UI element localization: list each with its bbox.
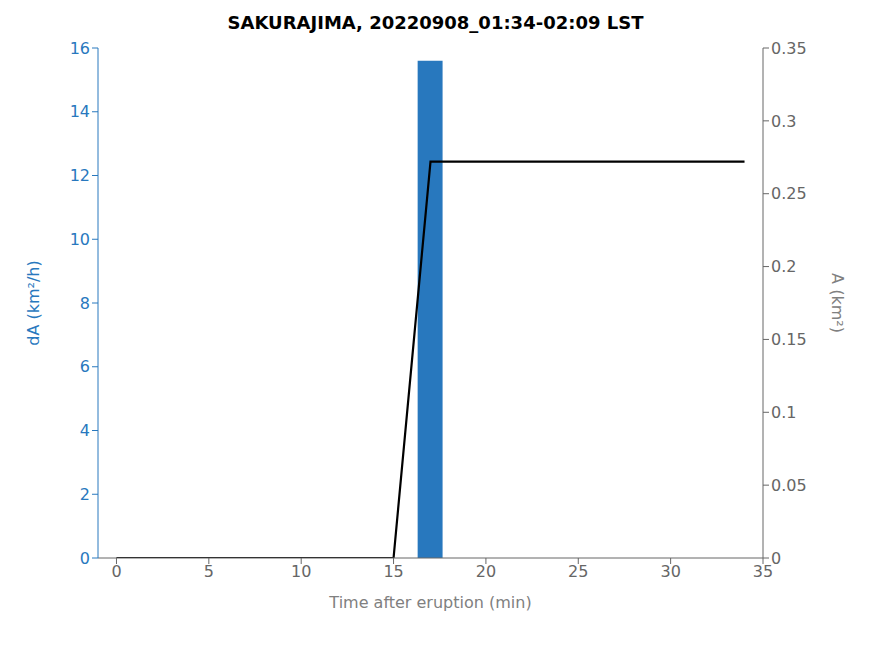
svg-text:0: 0 <box>771 549 781 568</box>
svg-text:20: 20 <box>476 562 496 581</box>
svg-text:Time after eruption (min): Time after eruption (min) <box>328 593 531 612</box>
svg-text:A (km²): A (km²) <box>828 273 847 333</box>
svg-text:4: 4 <box>80 421 90 440</box>
svg-text:0.15: 0.15 <box>771 330 807 349</box>
svg-text:30: 30 <box>660 562 680 581</box>
svg-text:0.35: 0.35 <box>771 39 807 58</box>
svg-text:2: 2 <box>80 485 90 504</box>
svg-text:0: 0 <box>111 562 121 581</box>
svg-text:0.05: 0.05 <box>771 476 807 495</box>
svg-text:10: 10 <box>70 230 90 249</box>
svg-text:0.1: 0.1 <box>771 403 796 422</box>
svg-text:8: 8 <box>80 294 90 313</box>
svg-text:6: 6 <box>80 357 90 376</box>
svg-text:0.2: 0.2 <box>771 257 796 276</box>
svg-text:0.3: 0.3 <box>771 112 796 131</box>
svg-text:25: 25 <box>568 562 588 581</box>
html-text:SAKURAJIMA, 20220908_01:34-02:: SAKURAJIMA, 20220908_01:34-02:09 LST <box>227 12 644 33</box>
svg-text:12: 12 <box>70 166 90 185</box>
svg-text:15: 15 <box>383 562 403 581</box>
svg-text:dA (km²/h): dA (km²/h) <box>24 260 43 345</box>
svg-text:35: 35 <box>752 562 774 582</box>
svg-text:5: 5 <box>204 562 214 581</box>
svg-text:16: 16 <box>70 39 90 58</box>
svg-text:14: 14 <box>70 102 90 121</box>
svg-text:0: 0 <box>80 549 90 568</box>
svg-text:10: 10 <box>291 562 311 581</box>
svg-text:0.25: 0.25 <box>771 184 807 203</box>
